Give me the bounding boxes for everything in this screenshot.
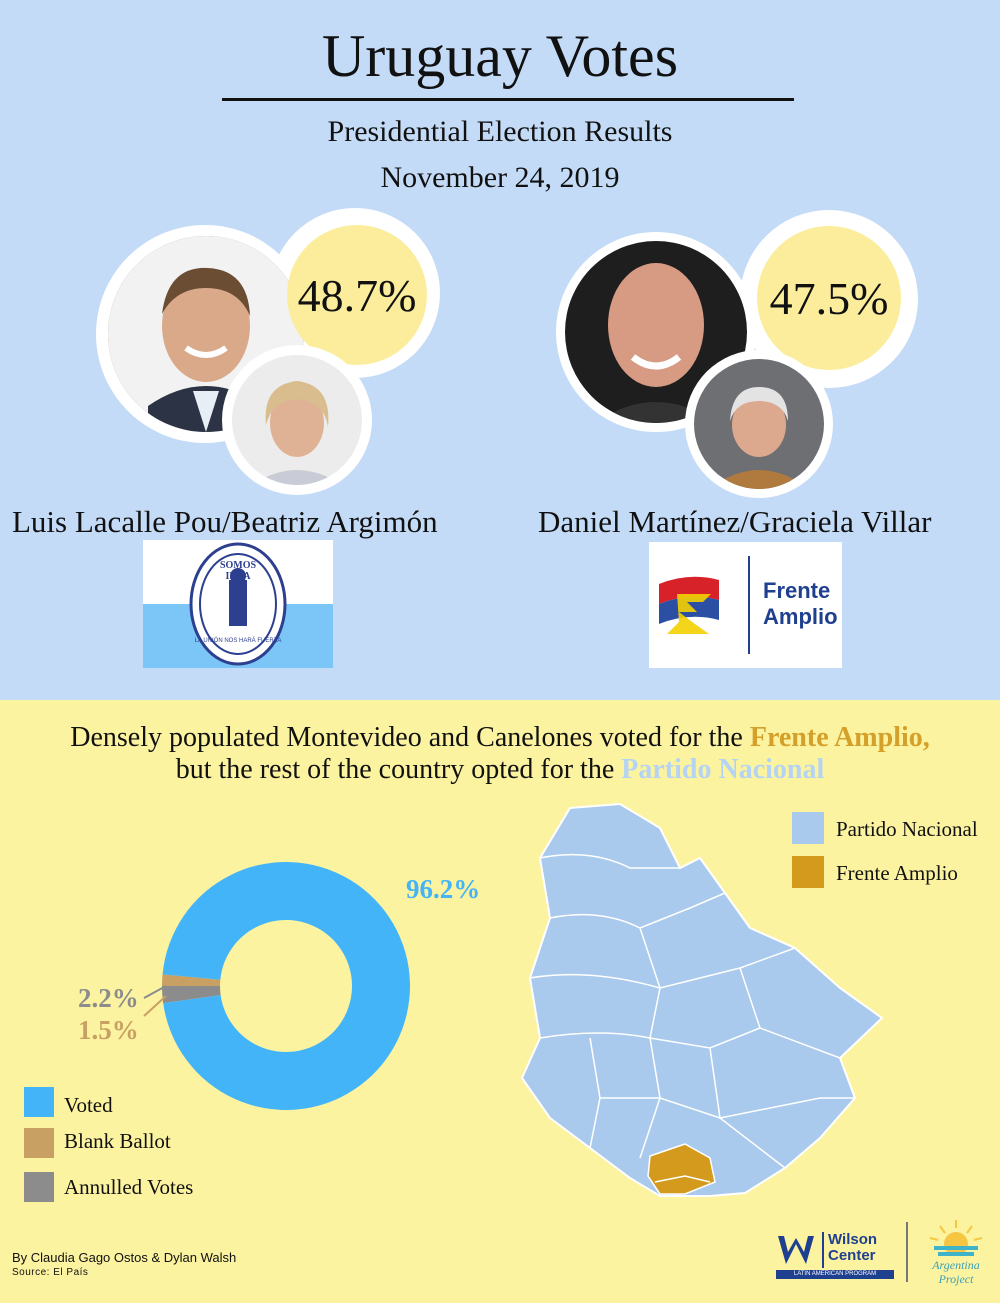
donut-label-blank: 1.5% xyxy=(78,1015,139,1045)
wilson-text: Wilson Center xyxy=(828,1232,877,1264)
uruguay-map xyxy=(520,802,884,1197)
party-logo-2-text: Frente Amplio xyxy=(763,578,838,630)
slice-voted xyxy=(162,862,410,1110)
legend-swatch-annulled xyxy=(24,1172,54,1202)
party-logo-2-line1: Frente xyxy=(763,578,831,603)
headline-part2: but the rest of the country opted for th… xyxy=(175,754,615,785)
wilson-line2: Center xyxy=(828,1247,876,1264)
wilson-w-icon xyxy=(778,1236,814,1264)
headline-part1: Densely populated Montevideo and Canelon… xyxy=(70,722,743,753)
wilson-line1: Wilson xyxy=(828,1231,878,1248)
map-legend-swatch-pn xyxy=(792,812,824,844)
map-headline: Densely populated Montevideo and Canelon… xyxy=(60,722,940,786)
percent-bubble-2: 47.5% xyxy=(757,226,901,370)
map-legend-label-pn: Partido Nacional xyxy=(836,817,978,841)
page-title: Uruguay Votes xyxy=(321,23,679,89)
party-logo-1: SOMOS IDEA LA UNIÓN NOS HARÁ FUERZA xyxy=(143,540,333,668)
vp-photo-2 xyxy=(694,359,824,489)
donut-label-annulled: 2.2% xyxy=(78,983,139,1013)
logo-divider xyxy=(906,1222,908,1282)
headline-frente-amplio: Frente Amplio, xyxy=(749,722,930,753)
legend-label-annulled: Annulled Votes xyxy=(64,1175,194,1199)
argentina-line1: Argentina xyxy=(932,1258,980,1272)
vp-photo-1 xyxy=(232,355,362,485)
candidate-names-2: Daniel Martínez/Graciela Villar xyxy=(538,504,932,539)
argentina-text: Argentina Project xyxy=(918,1258,994,1286)
election-date: November 24, 2019 xyxy=(380,161,620,194)
party-logo-1-text: SOMOS IDEA xyxy=(219,560,257,582)
donut-leader-lines xyxy=(143,985,167,1017)
slice-blank xyxy=(162,974,221,986)
candidate-names-1: Luis Lacalle Pou/Beatriz Argimón xyxy=(12,504,438,539)
author-credit: By Claudia Gago Ostos & Dylan Walsh xyxy=(12,1250,237,1265)
slice-annulled xyxy=(162,986,221,1004)
party-logo-1-motto: LA UNIÓN NOS HARÁ FUERZA xyxy=(194,638,282,644)
donut-label-voted: 96.2% xyxy=(406,874,481,904)
title-rule xyxy=(222,98,794,101)
legend-swatch-blank xyxy=(24,1128,54,1158)
headline-partido-nacional: Partido Nacional xyxy=(621,754,825,785)
wilson-program-bar: LATIN AMERICAN PROGRAM xyxy=(776,1270,894,1279)
legend-label-blank: Blank Ballot xyxy=(64,1129,171,1153)
party-logo-2-line2: Amplio xyxy=(763,604,838,629)
map-legend-label-fa: Frente Amplio xyxy=(836,861,958,885)
page-subtitle: Presidential Election Results xyxy=(327,115,673,148)
map-legend-swatch-fa xyxy=(792,856,824,888)
sun-icon xyxy=(929,1220,983,1256)
argentina-line2: Project xyxy=(938,1272,974,1286)
argentina-project-logo: Argentina Project xyxy=(918,1218,994,1298)
wilson-center-logo: Wilson Center LATIN AMERICAN PROGRAM xyxy=(776,1232,896,1280)
party-logo-2: Frente Amplio xyxy=(649,542,842,668)
source-credit: Source: El País xyxy=(12,1267,89,1278)
wilson-divider xyxy=(822,1232,824,1268)
legend-label-voted: Voted xyxy=(64,1093,113,1117)
turnout-donut-chart xyxy=(162,862,410,1110)
percent-bubble-1: 48.7% xyxy=(287,225,427,365)
legend-swatch-voted xyxy=(24,1087,54,1117)
president-photo-1 xyxy=(108,236,304,432)
